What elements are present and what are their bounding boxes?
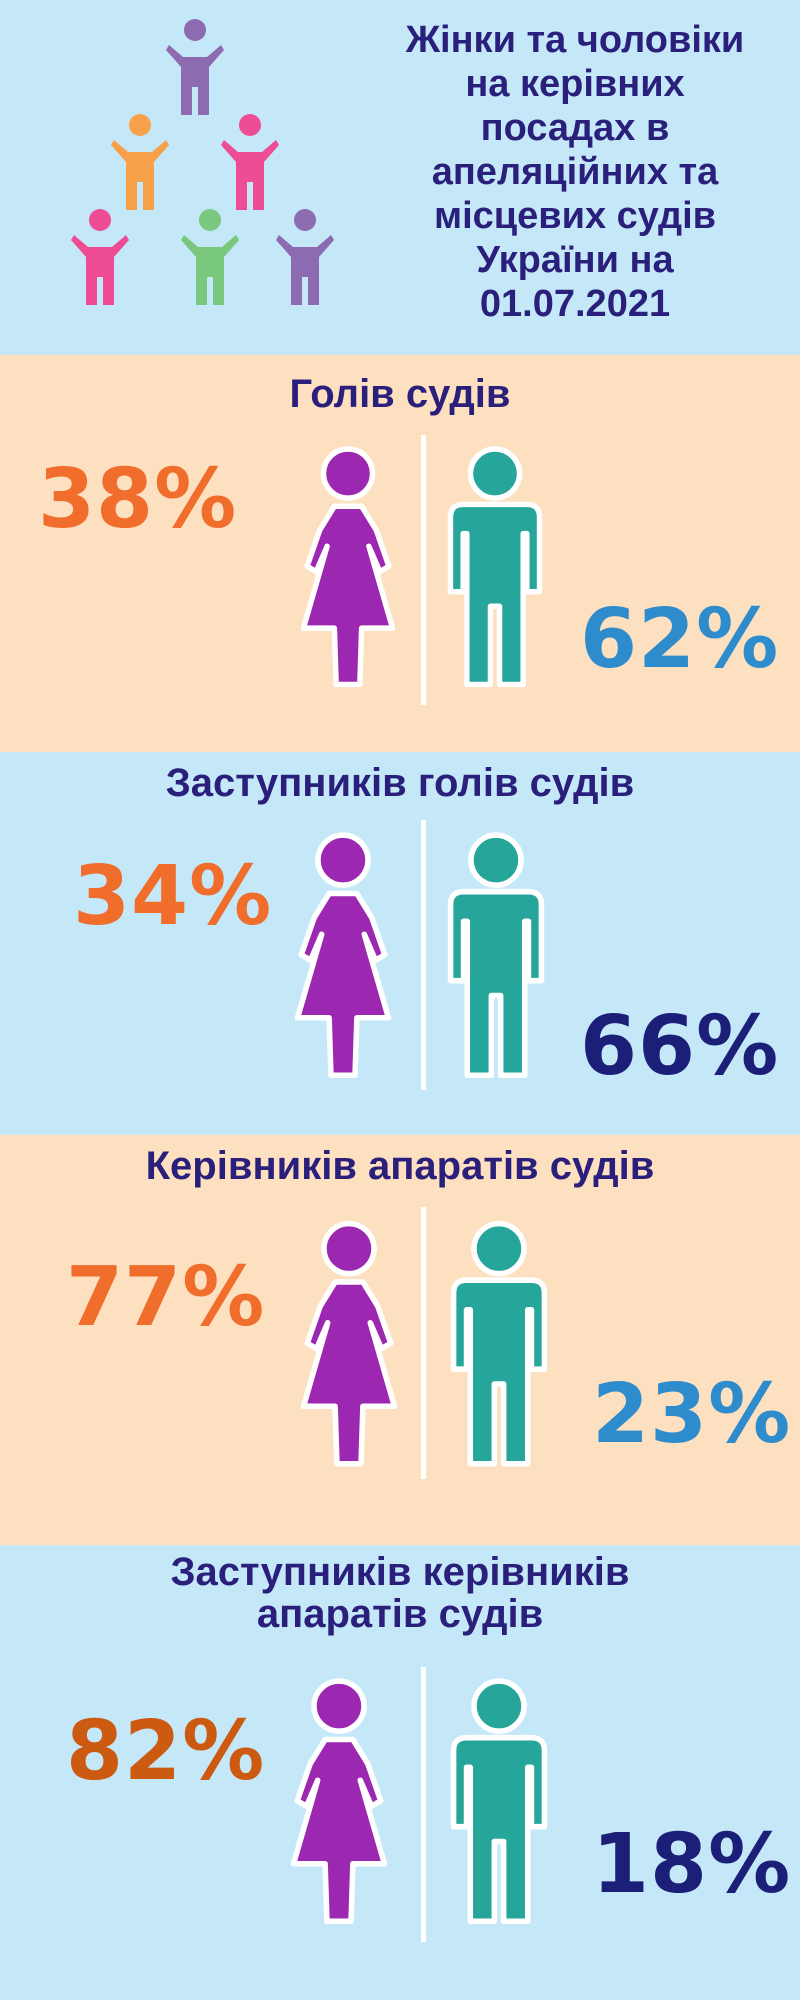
women-percent: 38% xyxy=(38,452,238,547)
woman-icon xyxy=(292,825,394,1090)
man-icon xyxy=(445,825,547,1090)
divider xyxy=(421,1667,426,1942)
man-icon xyxy=(445,440,545,698)
woman-icon xyxy=(298,440,398,698)
man-icon xyxy=(448,1671,550,1936)
section-court-heads: Голів судів 38% 62% xyxy=(0,355,800,752)
men-percent: 62% xyxy=(580,592,780,687)
section-deputy-court-staff-heads: Заступників керівників апаратів судів 82… xyxy=(0,1545,800,2000)
people-pyramid-icon xyxy=(71,19,334,305)
section-title: Голів судів xyxy=(289,372,511,416)
divider xyxy=(421,820,426,1090)
section-title: Заступників голів судів xyxy=(165,761,635,805)
women-percent: 77% xyxy=(66,1250,266,1345)
men-percent: 23% xyxy=(592,1367,792,1462)
page-title: Жінки та чоловіки на керівних посадах в … xyxy=(405,19,745,325)
woman-icon xyxy=(288,1671,390,1936)
section-court-staff-heads: Керівників апаратів судів 77% 23% xyxy=(0,1135,800,1545)
divider xyxy=(421,435,426,705)
section-title: Заступників керівників апаратів судів xyxy=(170,1550,630,1636)
woman-icon xyxy=(298,1215,400,1477)
men-percent: 18% xyxy=(592,1817,792,1912)
section-title: Керівників апаратів судів xyxy=(145,1144,655,1188)
man-icon xyxy=(448,1215,550,1477)
divider xyxy=(421,1207,426,1479)
women-percent: 34% xyxy=(73,849,273,944)
section-deputy-court-heads: Заступників голів судів 34% 66% xyxy=(0,752,800,1135)
women-percent: 82% xyxy=(66,1704,266,1799)
men-percent: 66% xyxy=(580,999,780,1094)
header: Жінки та чоловіки на керівних посадах в … xyxy=(0,0,800,355)
